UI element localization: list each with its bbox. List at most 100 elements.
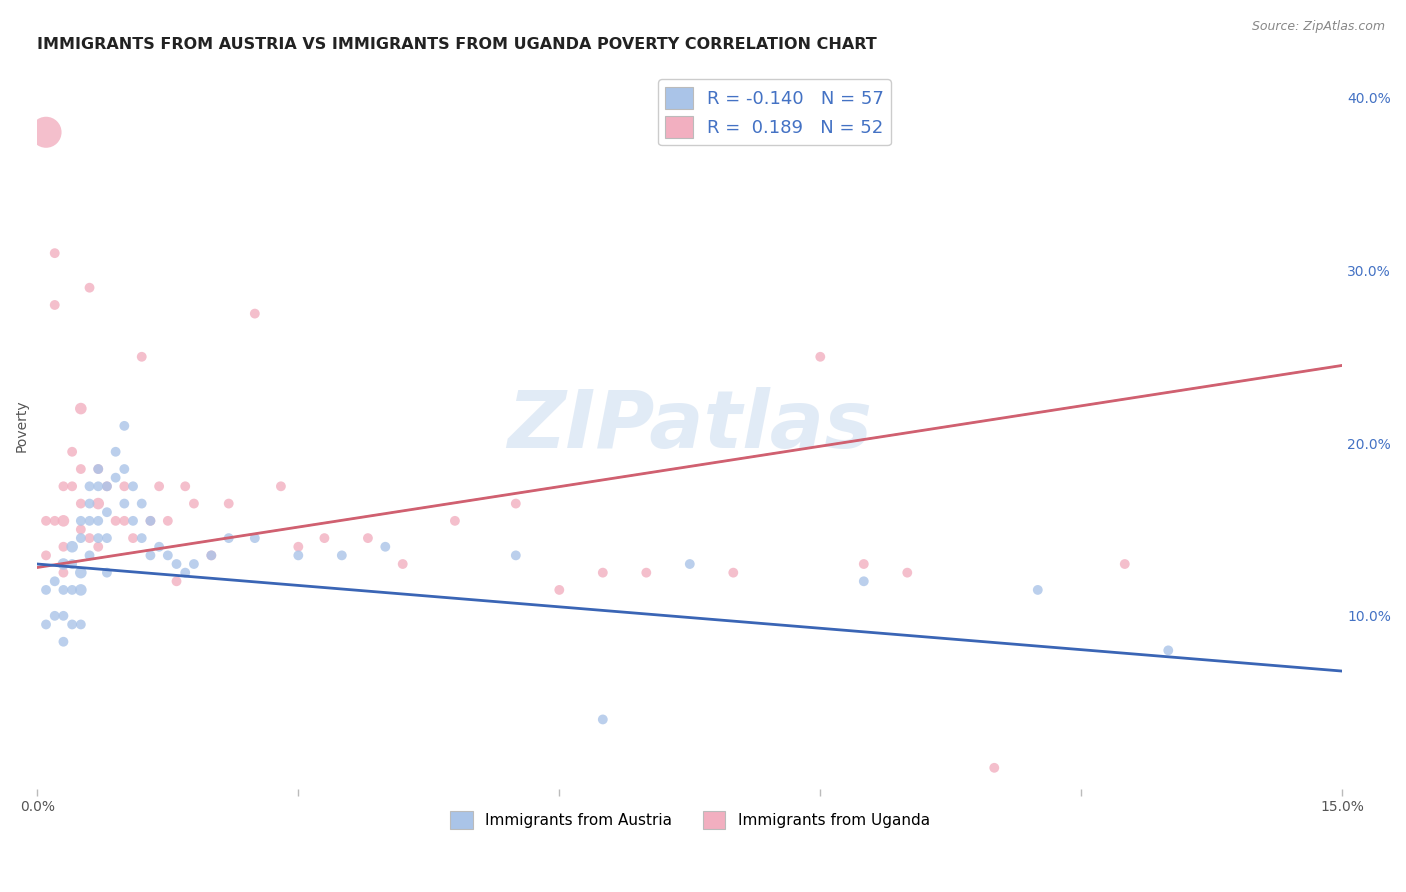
Point [156, 514, 179, 528]
Point [69, 497, 91, 511]
Point [166, 574, 188, 589]
Point [87, 479, 110, 493]
Point [174, 566, 197, 580]
Point [314, 531, 336, 545]
Point [636, 566, 658, 580]
Point [52, 634, 75, 648]
Point [87, 531, 110, 545]
Point [44, 574, 66, 589]
Point [112, 462, 135, 476]
Y-axis label: Poverty: Poverty [15, 400, 30, 452]
Text: Source: ZipAtlas.com: Source: ZipAtlas.com [1251, 20, 1385, 33]
Point [131, 531, 153, 545]
Point [122, 479, 145, 493]
Point [69, 531, 91, 545]
Point [69, 617, 91, 632]
Point [87, 540, 110, 554]
Point [139, 514, 162, 528]
Text: IMMIGRANTS FROM AUSTRIA VS IMMIGRANTS FROM UGANDA POVERTY CORRELATION CHART: IMMIGRANTS FROM AUSTRIA VS IMMIGRANTS FR… [38, 37, 877, 53]
Point [44, 514, 66, 528]
Legend: Immigrants from Austria, Immigrants from Uganda: Immigrants from Austria, Immigrants from… [444, 805, 936, 835]
Point [79, 281, 101, 295]
Point [79, 514, 101, 528]
Point [183, 557, 205, 571]
Point [87, 462, 110, 476]
Point [44, 608, 66, 623]
Text: ZIPatlas: ZIPatlas [508, 387, 872, 465]
Point [52, 582, 75, 597]
Point [96, 566, 118, 580]
Point [112, 497, 135, 511]
Point [60, 540, 83, 554]
Point [148, 540, 170, 554]
Point [200, 549, 222, 563]
Point [183, 497, 205, 511]
Point [69, 514, 91, 528]
Point [287, 540, 309, 554]
Point [444, 514, 467, 528]
Point [96, 479, 118, 493]
Point [87, 497, 110, 511]
Point [79, 549, 101, 563]
Point [104, 444, 127, 458]
Point [35, 549, 58, 563]
Point [243, 531, 266, 545]
Point [166, 557, 188, 571]
Point [218, 497, 240, 511]
Point [87, 462, 110, 476]
Point [44, 246, 66, 260]
Point [287, 549, 309, 563]
Point [60, 617, 83, 632]
Point [69, 582, 91, 597]
Point [79, 531, 101, 545]
Point [112, 418, 135, 433]
Point [60, 479, 83, 493]
Point [983, 761, 1005, 775]
Point [52, 566, 75, 580]
Point [96, 531, 118, 545]
Point [723, 566, 745, 580]
Point [35, 514, 58, 528]
Point [79, 479, 101, 493]
Point [35, 125, 58, 139]
Point [243, 307, 266, 321]
Point [156, 549, 179, 563]
Point [218, 531, 240, 545]
Point [1026, 582, 1049, 597]
Point [52, 608, 75, 623]
Point [174, 479, 197, 493]
Point [1157, 643, 1180, 657]
Point [148, 479, 170, 493]
Point [592, 566, 614, 580]
Point [35, 617, 58, 632]
Point [69, 566, 91, 580]
Point [52, 557, 75, 571]
Point [1114, 557, 1136, 571]
Point [60, 444, 83, 458]
Point [852, 574, 875, 589]
Point [548, 582, 571, 597]
Point [60, 557, 83, 571]
Point [139, 514, 162, 528]
Point [52, 540, 75, 554]
Point [60, 582, 83, 597]
Point [96, 479, 118, 493]
Point [96, 505, 118, 519]
Point [52, 514, 75, 528]
Point [808, 350, 831, 364]
Point [852, 557, 875, 571]
Point [69, 523, 91, 537]
Point [79, 497, 101, 511]
Point [104, 471, 127, 485]
Point [44, 298, 66, 312]
Point [679, 557, 702, 571]
Point [122, 531, 145, 545]
Point [139, 549, 162, 563]
Point [592, 713, 614, 727]
Point [505, 549, 527, 563]
Point [391, 557, 413, 571]
Point [374, 540, 396, 554]
Point [357, 531, 380, 545]
Point [200, 549, 222, 563]
Point [131, 350, 153, 364]
